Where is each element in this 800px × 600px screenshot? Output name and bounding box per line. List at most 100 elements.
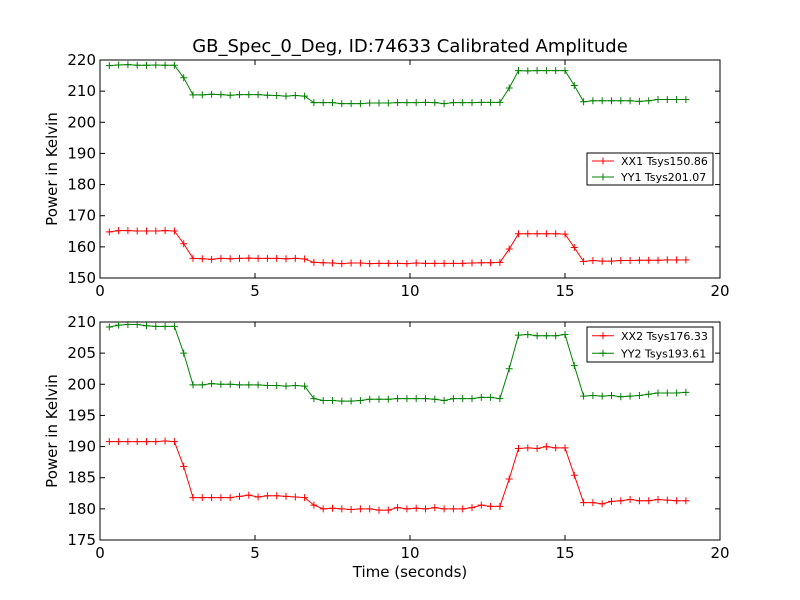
data-point-xx2 [524, 444, 532, 452]
data-point-xx2 [254, 493, 262, 501]
legend-entry-label: YY1 Tsys201.07 [620, 171, 706, 184]
data-point-xx1 [496, 258, 504, 266]
data-point-xx1 [542, 230, 550, 238]
data-point-yy1 [236, 91, 243, 99]
data-point-yy2 [673, 389, 681, 397]
data-point-yy1 [245, 91, 253, 99]
data-point-xx1 [570, 243, 578, 251]
data-point-xx1 [198, 255, 206, 263]
data-point-yy2 [254, 381, 262, 389]
data-point-yy2 [654, 389, 662, 397]
data-point-yy2 [356, 396, 364, 404]
data-point-xx2 [496, 502, 504, 510]
data-point-xx1 [152, 227, 160, 235]
y-tick-label: 175 [67, 531, 96, 549]
data-point-yy1 [394, 99, 402, 107]
data-point-yy2 [319, 396, 327, 404]
data-point-yy1 [645, 97, 653, 105]
data-point-xx2 [477, 501, 485, 509]
data-point-xx1 [440, 259, 448, 267]
data-point-xx1 [254, 254, 262, 262]
data-point-xx2 [338, 505, 346, 513]
data-point-xx2 [124, 438, 132, 446]
data-point-xx1 [310, 258, 318, 266]
data-point-xx1 [180, 240, 188, 248]
data-point-yy1 [403, 99, 411, 107]
data-point-xx1 [384, 259, 392, 267]
data-point-xx1 [580, 257, 588, 265]
data-point-yy1 [487, 98, 495, 106]
data-point-xx1 [524, 230, 532, 238]
data-point-xx1 [273, 254, 281, 262]
data-point-yy1 [180, 74, 188, 82]
data-point-xx2 [198, 494, 206, 502]
data-point-xx2 [570, 471, 578, 479]
data-point-yy1 [124, 61, 132, 69]
data-point-yy2 [580, 392, 588, 400]
y-tick-label: 150 [67, 269, 96, 287]
data-point-xx1 [626, 257, 634, 265]
data-point-xx2 [673, 497, 681, 505]
data-point-xx2 [282, 492, 290, 500]
data-point-xx2 [170, 438, 178, 446]
data-point-xx2 [105, 438, 113, 446]
data-point-yy1 [347, 100, 355, 108]
data-point-yy2 [682, 388, 690, 396]
data-point-xx1 [654, 256, 662, 264]
data-point-xx1 [133, 227, 141, 235]
data-point-yy2 [329, 396, 336, 404]
data-point-xx2 [189, 494, 197, 502]
data-point-xx1 [226, 255, 234, 263]
data-point-xx2 [515, 444, 522, 452]
data-point-yy1 [356, 100, 364, 108]
data-point-xx2 [626, 496, 634, 504]
legend-marker [599, 157, 607, 165]
data-point-yy1 [673, 96, 681, 104]
data-point-xx1 [682, 256, 690, 264]
data-point-yy1 [626, 97, 634, 105]
data-point-xx1 [533, 230, 541, 238]
data-point-yy2 [431, 395, 439, 403]
x-tick-label: 20 [710, 282, 729, 300]
data-point-xx1 [515, 230, 522, 238]
chart-title: GB_Spec_0_Deg, ID:74633 Calibrated Ampli… [192, 36, 628, 57]
data-point-xx2 [375, 506, 383, 514]
data-point-xx1 [115, 227, 123, 235]
data-point-yy2 [180, 349, 188, 357]
legend-marker [599, 173, 607, 181]
data-point-xx1 [608, 257, 615, 265]
data-point-yy2 [589, 391, 597, 399]
data-point-yy1 [115, 61, 123, 69]
data-point-yy1 [552, 67, 560, 75]
legend-entry-label: YY2 Tsys193.61 [620, 347, 706, 360]
data-point-xx2 [533, 444, 541, 452]
data-point-xx2 [542, 443, 550, 451]
data-point-xx1 [487, 259, 495, 267]
data-point-yy1 [477, 98, 485, 106]
data-point-yy1 [468, 99, 476, 107]
data-point-yy2 [375, 395, 383, 403]
data-point-yy1 [143, 61, 150, 69]
data-point-yy2 [561, 330, 569, 338]
data-point-yy1 [384, 99, 392, 107]
y-tick-label: 170 [67, 207, 96, 225]
data-point-xx2 [366, 505, 374, 513]
data-point-xx2 [635, 497, 643, 505]
data-point-yy1 [589, 97, 597, 105]
data-point-yy2 [245, 381, 253, 389]
legend-entry-label: XX1 Tsys150.86 [621, 155, 708, 168]
data-point-yy2 [552, 332, 560, 340]
data-point-yy2 [626, 392, 634, 400]
data-point-xx1 [431, 259, 439, 267]
data-point-xx2 [301, 494, 309, 502]
data-point-xx1 [245, 254, 253, 262]
data-point-xx2 [403, 505, 411, 513]
data-point-yy1 [189, 91, 197, 99]
data-point-yy2 [645, 390, 653, 398]
data-point-xx1 [394, 259, 402, 267]
data-point-xx2 [226, 494, 234, 502]
data-point-xx1 [189, 254, 197, 262]
data-point-xx2 [580, 499, 588, 507]
data-point-yy2 [449, 395, 457, 403]
data-point-yy2 [468, 395, 476, 403]
